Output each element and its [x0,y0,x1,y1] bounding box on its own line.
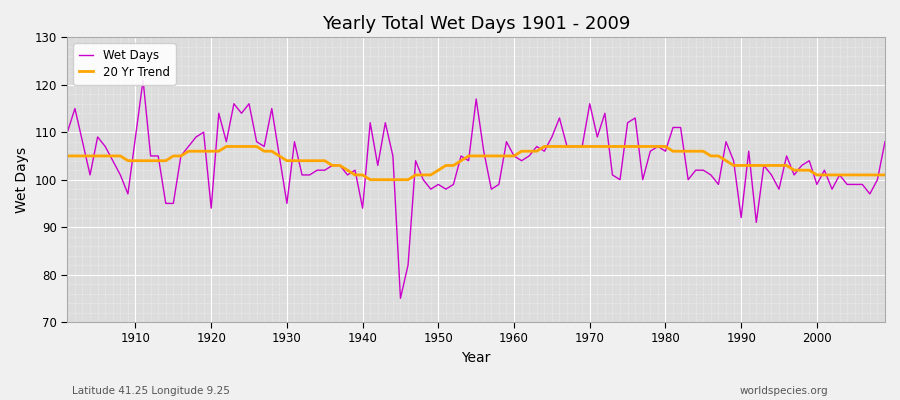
Line: 20 Yr Trend: 20 Yr Trend [68,146,885,180]
X-axis label: Year: Year [462,351,490,365]
20 Yr Trend [517,149,527,154]
Wet Days [879,139,890,144]
20 Yr Trend [122,158,133,163]
Wet Days [62,130,73,135]
Wet Days [517,158,527,163]
Text: Latitude 41.25 Longitude 9.25: Latitude 41.25 Longitude 9.25 [72,386,230,396]
Wet Days [297,172,308,177]
20 Yr Trend [615,144,626,149]
20 Yr Trend [220,144,231,149]
Wet Days [615,177,626,182]
20 Yr Trend [364,177,375,182]
Title: Yearly Total Wet Days 1901 - 2009: Yearly Total Wet Days 1901 - 2009 [322,15,630,33]
20 Yr Trend [342,168,353,172]
Wet Days [524,154,535,158]
Legend: Wet Days, 20 Yr Trend: Wet Days, 20 Yr Trend [73,43,176,84]
Y-axis label: Wet Days: Wet Days [15,147,29,213]
Wet Days [138,78,148,82]
20 Yr Trend [879,172,890,177]
Wet Days [122,192,133,196]
20 Yr Trend [297,158,308,163]
20 Yr Trend [524,149,535,154]
20 Yr Trend [62,154,73,158]
Wet Days [342,172,353,177]
Line: Wet Days: Wet Days [68,80,885,298]
Text: worldspecies.org: worldspecies.org [740,386,828,396]
Wet Days [395,296,406,301]
